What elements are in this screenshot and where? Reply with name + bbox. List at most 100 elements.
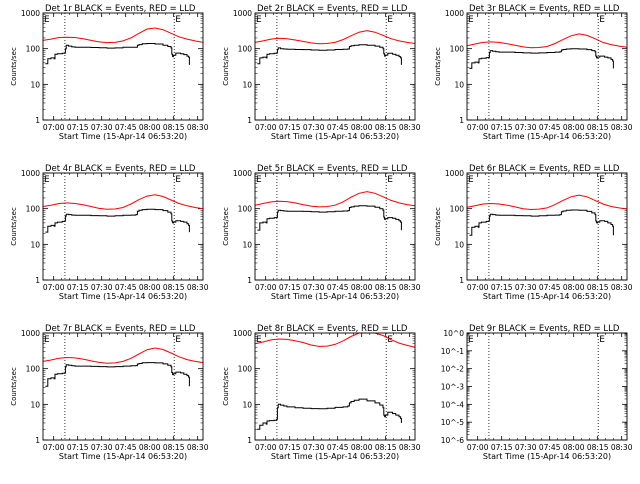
y-tick-label: 10^-2 <box>441 365 465 374</box>
x-tick-label: 07:30 <box>303 123 325 132</box>
lld-series-line <box>254 30 416 45</box>
x-tick-label: 07:00 <box>43 443 65 452</box>
y-tick-label: 10^-4 <box>441 400 465 409</box>
y-tick-label: 1000 <box>233 329 252 338</box>
panel-det-7: Det 7r BLACK = Events, RED = LLD Counts/s… <box>10 324 209 461</box>
panel-det-9: Det 9r BLACK = Events, RED = LLD Start Ti… <box>441 324 633 461</box>
y-tick-label: 10^-6 <box>441 436 465 445</box>
x-tick-label: 08:15 <box>587 283 609 292</box>
panel-title: Det 5r BLACK = Events, RED = LLD <box>257 164 408 174</box>
panel-det-3: Det 3r BLACK = Events, RED = LLD Counts/s… <box>434 4 633 141</box>
x-tick-label: 07:00 <box>43 283 65 292</box>
plot-frame <box>254 332 416 441</box>
y-axis-label: Counts/sec <box>434 47 442 86</box>
y-axis-label: Counts/sec <box>10 47 18 86</box>
y-tick-label: 10 <box>454 240 464 249</box>
plot-frame <box>466 332 628 441</box>
y-tick-label: 10 <box>30 400 40 409</box>
x-tick-label: 07:45 <box>539 123 561 132</box>
x-tick-label: 07:15 <box>279 283 301 292</box>
lld-series-line <box>254 191 416 208</box>
events-series-line <box>45 43 190 65</box>
events-series-line <box>257 398 402 430</box>
y-tick-label: 100 <box>26 205 41 214</box>
y-tick-label: 1 <box>35 116 40 125</box>
x-axis-label: Start Time (15-Apr-14 06:53:20) <box>271 452 399 461</box>
y-tick-label: 1000 <box>445 9 464 18</box>
y-tick-label: 1000 <box>233 9 252 18</box>
x-axis-label: Start Time (15-Apr-14 06:53:20) <box>483 292 611 301</box>
y-axis-label: Counts/sec <box>222 47 230 86</box>
x-tick-label: 07:30 <box>515 443 537 452</box>
e-marker-left: E <box>468 15 474 25</box>
panel-title: Det 9r BLACK = Events, RED = LLD <box>469 324 620 334</box>
x-tick-label: 08:30 <box>187 283 209 292</box>
panel-title: Det 7r BLACK = Events, RED = LLD <box>45 324 196 334</box>
plot-frame <box>254 172 416 281</box>
y-axis-label: Counts/sec <box>10 207 18 246</box>
panel-title: Det 2r BLACK = Events, RED = LLD <box>257 4 408 14</box>
x-tick-label: 07:15 <box>279 443 301 452</box>
events-series-line <box>45 362 190 387</box>
x-tick-label: 07:45 <box>539 283 561 292</box>
x-tick-label: 08:00 <box>351 283 373 292</box>
x-tick-label: 08:30 <box>611 443 633 452</box>
panel-det-1: Det 1r BLACK = Events, RED = LLD Counts/s… <box>10 4 209 141</box>
x-tick-label: 07:00 <box>255 283 277 292</box>
x-tick-label: 08:30 <box>611 123 633 132</box>
y-tick-label: 1 <box>247 436 252 445</box>
y-tick-label: 1 <box>459 116 464 125</box>
x-tick-label: 07:45 <box>115 123 137 132</box>
x-tick-label: 07:00 <box>255 443 277 452</box>
y-tick-label: 1 <box>35 436 40 445</box>
x-tick-label: 07:30 <box>91 443 113 452</box>
lld-series-line <box>466 194 628 211</box>
y-tick-label: 100 <box>238 45 253 54</box>
x-tick-label: 08:15 <box>587 123 609 132</box>
x-tick-label: 07:15 <box>67 283 89 292</box>
x-tick-label: 08:15 <box>587 443 609 452</box>
x-tick-label: 08:00 <box>563 283 585 292</box>
e-marker-right: E <box>387 15 393 25</box>
x-tick-label: 08:00 <box>351 123 373 132</box>
panel-det-6: Det 6r BLACK = Events, RED = LLD Counts/s… <box>434 164 633 301</box>
e-marker-right: E <box>175 335 181 345</box>
x-axis-label: Start Time (15-Apr-14 06:53:20) <box>271 292 399 301</box>
x-tick-label: 07:30 <box>515 283 537 292</box>
x-axis-label: Start Time (15-Apr-14 06:53:20) <box>483 132 611 141</box>
y-axis-label: Counts/sec <box>222 367 230 406</box>
y-tick-label: 1000 <box>21 9 40 18</box>
lld-series-line <box>42 27 204 44</box>
panel-title: Det 6r BLACK = Events, RED = LLD <box>469 164 620 174</box>
x-tick-label: 08:00 <box>139 283 161 292</box>
x-axis-label: Start Time (15-Apr-14 06:53:20) <box>271 132 399 141</box>
x-tick-label: 07:45 <box>115 283 137 292</box>
x-tick-label: 07:00 <box>467 443 489 452</box>
events-series-line <box>257 205 402 231</box>
x-tick-label: 07:30 <box>91 123 113 132</box>
x-tick-label: 08:30 <box>187 123 209 132</box>
e-marker-right: E <box>599 175 605 185</box>
e-marker-left: E <box>256 175 262 185</box>
x-tick-label: 07:30 <box>303 443 325 452</box>
y-tick-label: 10^0 <box>443 329 464 338</box>
y-tick-label: 10 <box>30 80 40 89</box>
e-marker-right: E <box>599 15 605 25</box>
panel-title: Det 4r BLACK = Events, RED = LLD <box>45 164 196 174</box>
y-tick-label: 10^-3 <box>441 383 465 392</box>
y-tick-label: 10^-1 <box>441 347 465 356</box>
plot-frame <box>42 332 204 441</box>
x-tick-label: 07:15 <box>491 123 513 132</box>
x-tick-label: 08:15 <box>163 443 185 452</box>
x-tick-label: 07:15 <box>279 123 301 132</box>
panel-det-8: Det 8r BLACK = Events, RED = LLD Counts/s… <box>222 324 421 461</box>
x-tick-label: 08:00 <box>563 443 585 452</box>
y-axis-label: Counts/sec <box>10 367 18 406</box>
y-tick-label: 100 <box>450 205 465 214</box>
y-tick-label: 1000 <box>445 169 464 178</box>
x-tick-label: 07:30 <box>303 283 325 292</box>
e-marker-left: E <box>256 15 262 25</box>
panel-det-2: Det 2r BLACK = Events, RED = LLD Counts/s… <box>222 4 421 141</box>
